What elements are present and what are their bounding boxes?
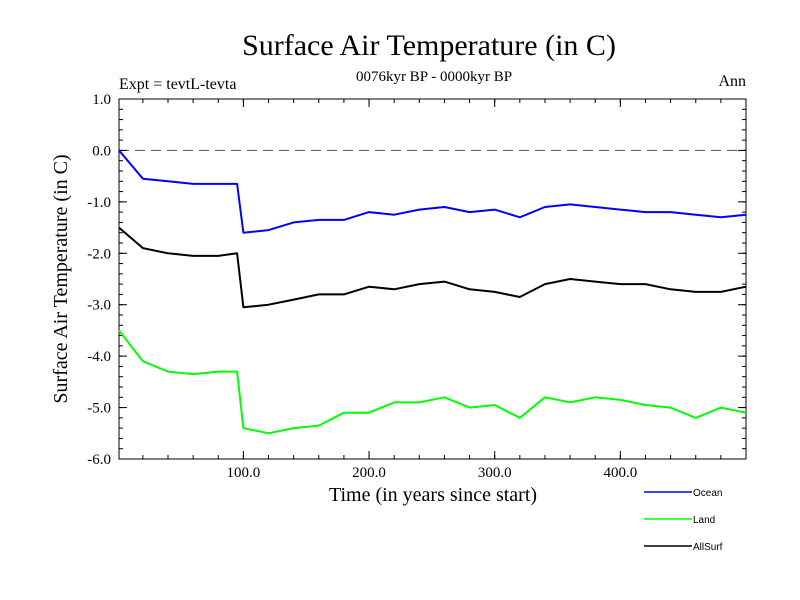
y-tick-label: -6.0 [87, 452, 111, 468]
y-axis-label: Surface Air Temperature (in C) [50, 154, 72, 403]
chart-title: Surface Air Temperature (in C) [242, 29, 616, 62]
series-line-allsurf [118, 226, 747, 309]
legend-label-ocean: Ocean [693, 488, 722, 499]
y-tick-label: -3.0 [87, 298, 111, 314]
legend: Ocean Land AllSurf [644, 488, 723, 553]
series-line-ocean [118, 149, 747, 234]
legend-label-allsurf: AllSurf [693, 542, 723, 553]
y-axis: 1.0 0.0 -1.0 -2.0 -3.0 -4.0 -5.0 -6.0 [87, 92, 746, 468]
x-axis-label: Time (in years since start) [329, 484, 537, 506]
x-tick-label: 300.0 [478, 465, 512, 481]
x-tick-label: 100.0 [227, 465, 261, 481]
y-tick-label: -4.0 [87, 349, 111, 365]
y-tick-label: -5.0 [87, 401, 111, 417]
x-tick-label: 400.0 [603, 465, 637, 481]
x-tick-label: 200.0 [352, 465, 386, 481]
series-lines [118, 149, 747, 435]
legend-label-land: Land [693, 515, 715, 526]
y-tick-label: -1.0 [87, 195, 111, 211]
y-tick-label: 0.0 [92, 143, 111, 159]
chart-subtitle: 0076kyr BP - 0000kyr BP [356, 69, 512, 85]
y-tick-label: 1.0 [92, 92, 111, 108]
x-axis: 100.0 200.0 300.0 400.0 [142, 99, 722, 481]
plot-frame [118, 98, 747, 460]
series-line-land [118, 329, 747, 435]
season-label: Ann [718, 73, 746, 90]
expt-label: Expt = tevtL-tevta [119, 76, 236, 93]
y-tick-label: -2.0 [87, 246, 111, 262]
